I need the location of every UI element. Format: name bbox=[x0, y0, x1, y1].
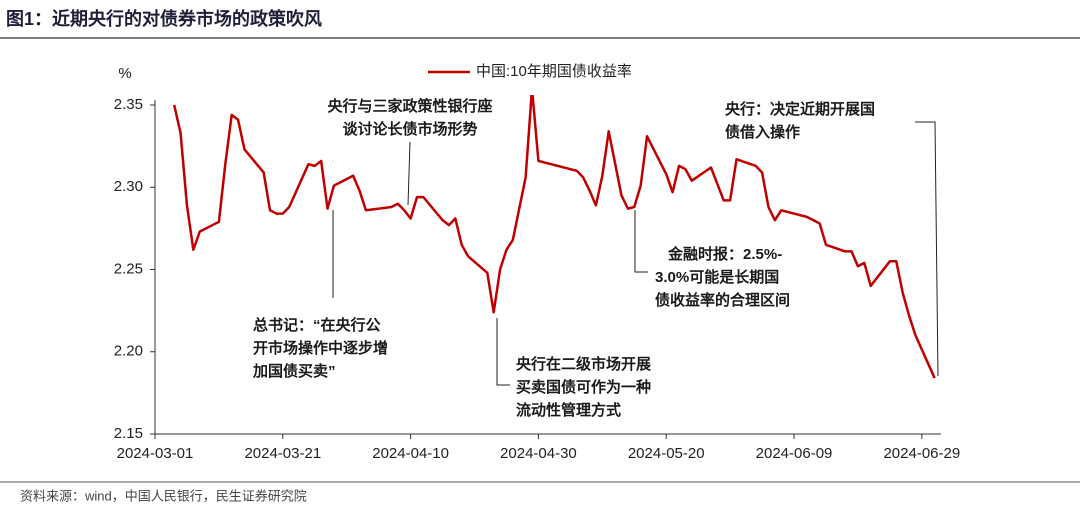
annotation-line: 央行与三家政策性银行座 bbox=[327, 97, 492, 115]
annotation-line: 央行：决定近期开展国 bbox=[725, 100, 875, 118]
y-unit: % bbox=[118, 65, 131, 82]
y-tick-label: 2.25 bbox=[114, 260, 143, 277]
annotation-line: 3.0%可能是长期国 bbox=[655, 268, 779, 286]
x-tick-label: 2024-04-10 bbox=[372, 445, 449, 462]
annotation-line: 总书记：“在央行公 bbox=[253, 316, 381, 334]
annotation-line: 买卖国债可作为一种 bbox=[516, 378, 651, 396]
legend-label: 中国:10年期国债收益率 bbox=[476, 63, 632, 80]
annotation-line: 金融时报：2.5%- bbox=[667, 245, 782, 263]
series-line bbox=[172, 95, 936, 379]
y-tick-label: 2.15 bbox=[114, 425, 143, 442]
chart-title: 图1：近期央行的对债券市场的政策吹风 bbox=[6, 8, 322, 29]
y-tick-label: 2.30 bbox=[114, 178, 143, 195]
leader-line bbox=[496, 318, 510, 386]
y-tick-label: 2.35 bbox=[114, 96, 143, 113]
x-tick-label: 2024-06-09 bbox=[756, 445, 833, 462]
x-tick-label: 2024-06-29 bbox=[883, 445, 960, 462]
annotation-line: 加国债买卖” bbox=[252, 362, 336, 380]
x-tick-label: 2024-05-20 bbox=[628, 445, 705, 462]
annotation-line: 谈讨论长债市场形势 bbox=[342, 120, 477, 138]
annotation-line: 开市场操作中逐步增 bbox=[253, 339, 388, 357]
annotation-line: 债借入操作 bbox=[725, 123, 800, 141]
leader-line bbox=[634, 210, 648, 273]
annotation-line: 央行在二级市场开展 bbox=[516, 355, 651, 373]
annotation-line: 流动性管理方式 bbox=[516, 401, 621, 419]
leader-line bbox=[915, 121, 939, 377]
annotation-line: 债收益率的合理区间 bbox=[655, 291, 790, 309]
x-tick-label: 2024-04-30 bbox=[500, 445, 577, 462]
leader-line bbox=[407, 141, 411, 206]
leader-lines bbox=[332, 121, 939, 386]
x-tick-label: 2024-03-21 bbox=[244, 445, 321, 462]
y-tick-label: 2.20 bbox=[114, 343, 143, 360]
x-tick-label: 2024-03-01 bbox=[117, 445, 194, 462]
source: 资料来源：wind，中国人民银行，民生证券研究院 bbox=[20, 488, 307, 503]
